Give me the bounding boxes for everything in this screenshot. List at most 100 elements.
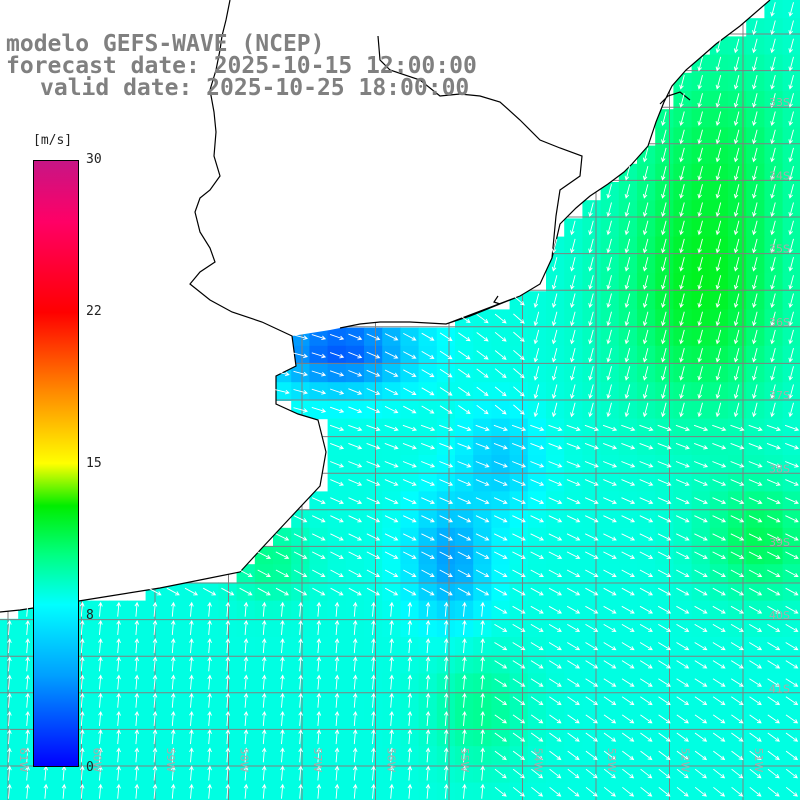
wind-arrow: [676, 678, 690, 687]
wind-arrow: [475, 533, 490, 541]
wind-arrow: [640, 732, 653, 742]
wind-arrow: [733, 366, 740, 381]
wind-arrow: [371, 783, 376, 799]
wind-arrow: [624, 347, 631, 363]
wind-arrow: [675, 479, 690, 486]
wind-arrow: [7, 692, 12, 708]
wind-cell: [600, 782, 620, 800]
latitude-labels: 33S 34S 35S 36S 37S 38S 39S 40S 41S: [769, 96, 790, 695]
wind-arrow: [752, 202, 758, 218]
wind-arrow: [407, 656, 413, 672]
wind-arrow: [25, 783, 30, 799]
wind-arrow: [348, 370, 363, 377]
wind-arrow: [494, 714, 507, 724]
wind-arrow: [243, 692, 249, 708]
wind-arrow: [730, 587, 745, 596]
wind-arrow: [584, 424, 599, 432]
wind-arrow: [475, 442, 490, 450]
wind-arrow: [152, 710, 158, 726]
wind-cell: [782, 600, 800, 620]
wind-arrow: [697, 256, 703, 272]
wind-arrow: [98, 656, 103, 672]
wind-arrow: [25, 747, 30, 763]
wind-arrow: [275, 587, 290, 596]
wind-arrow: [293, 533, 308, 541]
wind-arrow: [98, 747, 103, 763]
wind-arrow: [79, 619, 85, 635]
wind-arrow: [567, 624, 581, 632]
wind-arrow: [334, 601, 340, 617]
wind-arrow: [549, 732, 562, 742]
wind-arrow: [352, 656, 358, 672]
longitude-label: 60W: [91, 748, 104, 773]
wind-arrow: [770, 20, 776, 36]
wind-arrow: [79, 638, 85, 654]
wind-arrow: [588, 275, 594, 290]
wind-arrow: [311, 352, 327, 359]
wind-arrow: [766, 479, 781, 486]
wind-arrow: [530, 696, 544, 706]
wind-arrow: [475, 569, 490, 578]
wind-arrow: [25, 601, 30, 617]
wind-arrow: [134, 619, 140, 635]
wind-arrow: [98, 783, 103, 799]
wind-arrow: [657, 497, 672, 505]
wind-arrow: [512, 642, 526, 651]
wind-cell: [782, 564, 800, 583]
wind-arrow: [749, 786, 762, 797]
wind-arrow: [603, 696, 617, 706]
wind-arrow: [621, 660, 635, 669]
latitude-label: 35S: [769, 243, 790, 256]
wind-arrow: [312, 569, 326, 578]
wind-arrow: [7, 656, 12, 672]
wind-arrow: [694, 497, 708, 505]
wind-arrow: [420, 424, 436, 432]
wind-arrow: [767, 533, 781, 541]
wind-arrow: [697, 366, 703, 381]
wind-arrow: [134, 729, 140, 745]
wind-arrow: [715, 293, 722, 309]
wind-arrow: [79, 692, 85, 708]
wind-arrow: [407, 729, 413, 745]
wind-arrow: [752, 220, 758, 236]
wind-arrow: [257, 569, 271, 578]
wind-arrow: [152, 692, 158, 708]
wind-arrow: [462, 747, 467, 763]
wind-cell: [582, 782, 602, 800]
wind-arrow: [462, 638, 467, 654]
wind-arrow: [548, 660, 562, 669]
wind-arrow: [170, 747, 176, 763]
wind-arrow: [462, 765, 467, 781]
wind-arrow: [585, 660, 599, 669]
wind-arrow: [642, 329, 649, 345]
wind-arrow: [330, 442, 345, 450]
wind-arrow: [476, 368, 489, 378]
wind-arrow: [513, 331, 525, 342]
wind-arrow: [98, 692, 103, 708]
wind-arrow: [480, 765, 485, 781]
wind-cell: [782, 746, 800, 765]
wind-arrow: [207, 674, 212, 690]
wind-arrow: [293, 407, 309, 413]
wind-arrow: [79, 710, 85, 726]
wind-arrow: [730, 624, 744, 632]
wind-arrow: [512, 750, 526, 761]
wind-arrow: [639, 642, 653, 651]
wind-arrow: [715, 147, 722, 163]
wind-arrow: [79, 765, 85, 781]
wind-arrow: [566, 461, 581, 468]
wind-arrow: [770, 74, 776, 90]
wind-arrow: [512, 533, 526, 541]
wind-arrow: [458, 368, 471, 378]
wind-arrow: [785, 569, 799, 578]
wind-arrow: [152, 747, 158, 763]
wind-arrow: [166, 587, 180, 596]
wind-arrow: [767, 569, 781, 578]
wind-arrow: [603, 587, 617, 596]
wind-arrow: [443, 729, 449, 745]
wind-cell: [655, 782, 674, 800]
wind-arrow: [329, 352, 345, 359]
wind-arrow: [421, 533, 435, 541]
wind-arrow: [642, 402, 649, 418]
wind-arrow: [639, 551, 654, 559]
